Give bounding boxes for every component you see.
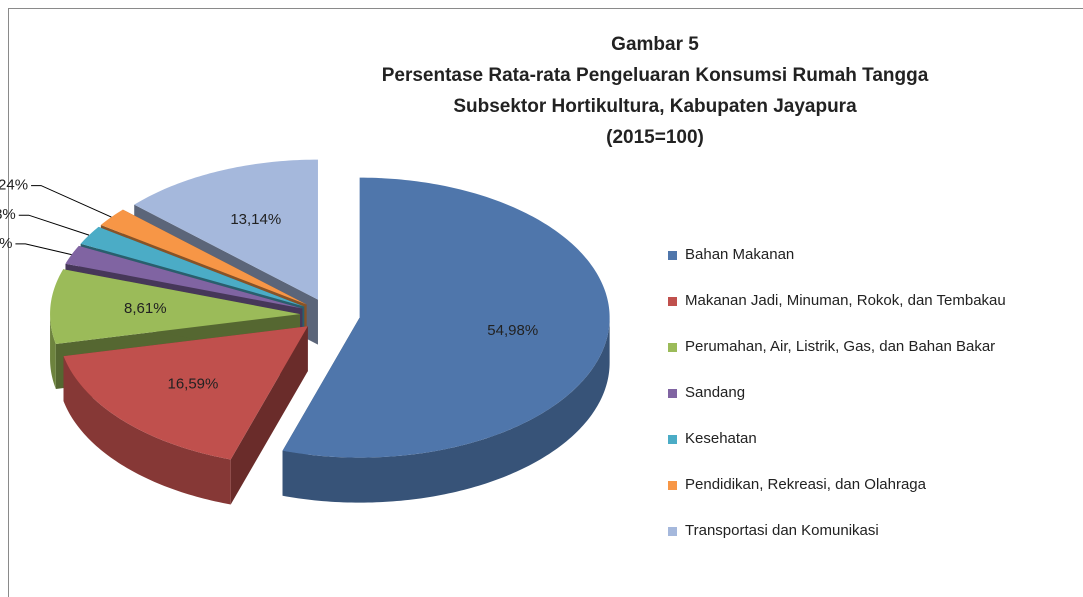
chart-title: Persentase Rata-rata Pengeluaran Konsums… xyxy=(382,65,929,86)
slice xyxy=(65,245,303,309)
chart-title: (2015=100) xyxy=(606,127,704,148)
legend-label: Perumahan, Air, Listrik, Gas, dan Bahan … xyxy=(685,338,996,355)
legend-item: Perumahan, Air, Listrik, Gas, dan Bahan … xyxy=(668,338,1065,384)
leader-line xyxy=(18,214,90,236)
legend-swatch xyxy=(668,527,677,536)
legend-swatch xyxy=(668,389,677,398)
slice xyxy=(134,159,318,300)
legend-label: Kesehatan xyxy=(685,430,757,447)
slice-wall xyxy=(282,317,610,503)
leader-line xyxy=(15,243,72,256)
data-label: 2,24% xyxy=(0,177,28,194)
legend-label: Makanan Jadi, Minuman, Rokok, dan Tembak… xyxy=(685,292,1006,309)
data-label: 2,23% xyxy=(0,206,16,223)
legend-label: Bahan Makanan xyxy=(685,246,795,263)
slice xyxy=(50,269,301,344)
slice xyxy=(80,226,305,307)
legend-item: Kesehatan xyxy=(668,430,1065,476)
legend-item: Bahan Makanan xyxy=(668,246,1065,292)
legend: Bahan Makanan Makanan Jadi, Minuman, Roko… xyxy=(668,246,1078,568)
slice xyxy=(282,177,610,458)
legend-item: Sandang xyxy=(668,384,1065,430)
slice-wall xyxy=(50,314,56,389)
legend-label: Transportasi dan Komunikasi xyxy=(685,522,879,539)
legend-item: Makanan Jadi, Minuman, Rokok, dan Tembak… xyxy=(668,292,1065,338)
chart-title: Subsektor Hortikultura, Kabupaten Jayapu… xyxy=(453,96,857,117)
slice xyxy=(100,209,307,305)
leader-line xyxy=(31,185,112,218)
slice xyxy=(63,326,308,460)
legend-label: Pendidikan, Rekreasi, dan Olahraga xyxy=(685,476,926,493)
data-label: 13,14% xyxy=(230,211,281,228)
legend-swatch xyxy=(668,297,677,306)
frame xyxy=(8,8,1083,597)
data-label: 8,61% xyxy=(124,300,167,317)
legend-swatch xyxy=(668,435,677,444)
legend-swatch xyxy=(668,343,677,352)
chart-title: Gambar 5 xyxy=(611,34,699,55)
legend-item: Pendidikan, Rekreasi, dan Olahraga xyxy=(668,476,1065,522)
legend-swatch xyxy=(668,481,677,490)
data-label: 16,59% xyxy=(167,376,218,393)
legend-swatch xyxy=(668,251,677,260)
legend-label: Sandang xyxy=(685,384,746,401)
data-label: 54,98% xyxy=(487,322,538,339)
legend-item: Transportasi dan Komunikasi xyxy=(668,522,1065,568)
data-label: 2,20% xyxy=(0,235,12,252)
slice-wall xyxy=(63,356,231,505)
